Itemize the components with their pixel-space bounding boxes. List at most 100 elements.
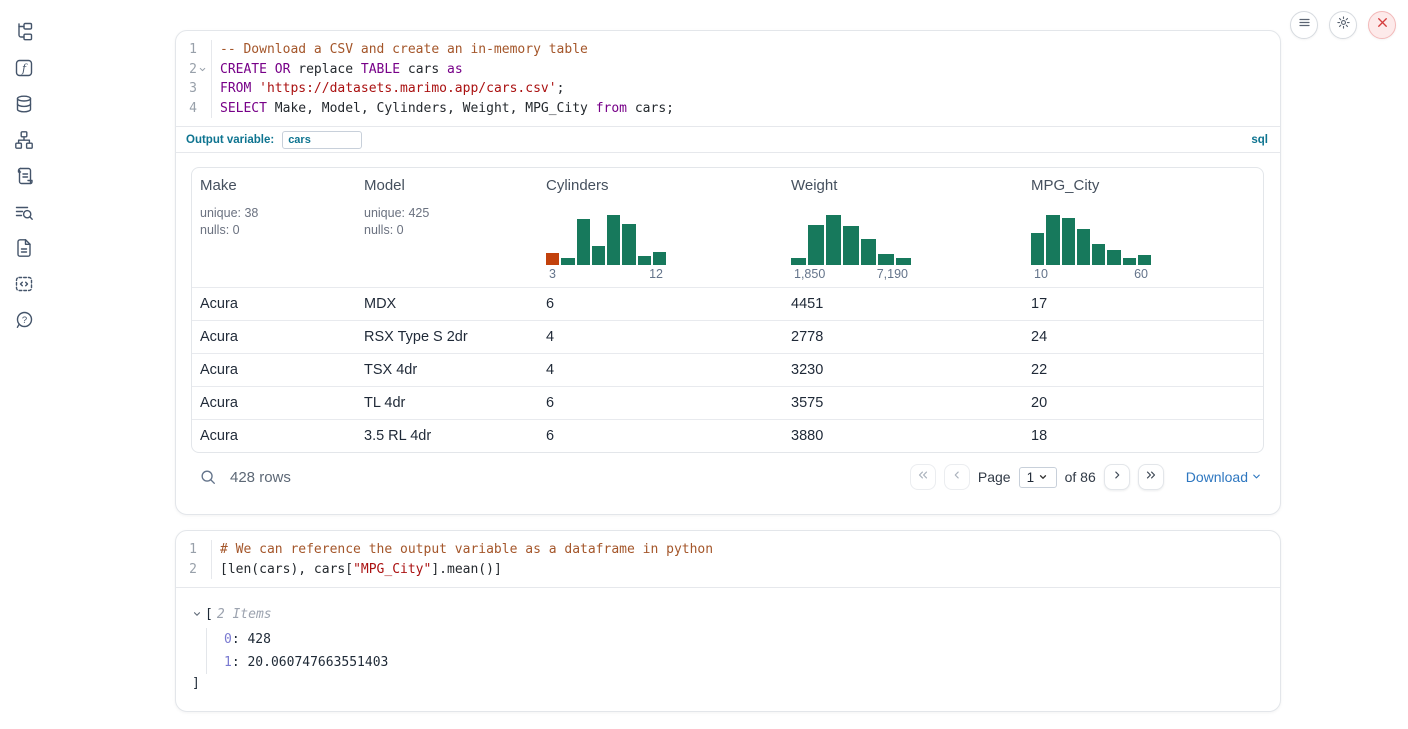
column-stats: unique: 38 nulls: 0 bbox=[200, 206, 259, 238]
table-row[interactable]: Acura 3.5 RL 4dr 6 3880 18 bbox=[192, 419, 1263, 452]
table-row[interactable]: Acura TL 4dr 6 3575 20 bbox=[192, 386, 1263, 419]
chevrons-left-icon bbox=[916, 468, 930, 487]
download-label: Download bbox=[1185, 469, 1248, 486]
first-page-button[interactable] bbox=[909, 464, 936, 491]
sql-output-area: Make unique: 38 nulls: 0 Model unique: 425 nu… bbox=[176, 153, 1280, 491]
tree-entry: 1: 20.060747663551403 bbox=[224, 655, 389, 671]
page-select-value: 1 bbox=[1026, 469, 1035, 485]
tree-entry: 0: 428 bbox=[224, 632, 271, 648]
table-cell: 6 bbox=[546, 296, 555, 313]
output-variable-input[interactable] bbox=[282, 130, 363, 149]
column-name: Make bbox=[200, 177, 237, 195]
svg-text:f: f bbox=[21, 62, 28, 75]
svg-text:?: ? bbox=[22, 315, 27, 326]
code-line: SELECT Make, Model, Cylinders, Weight, M… bbox=[220, 100, 674, 116]
column-header-model[interactable]: Model unique: 425 nulls: 0 bbox=[356, 168, 538, 287]
table-cell: 4 bbox=[546, 329, 555, 346]
page-total-label: of 86 bbox=[1064, 469, 1096, 486]
file-tree-icon[interactable] bbox=[14, 22, 34, 42]
sql-cell: 1 2 3 4 -- Download a CSV and create an in-… bbox=[175, 30, 1281, 515]
tree-close-bracket: ] bbox=[192, 676, 200, 692]
tree-collapse-chevron-icon[interactable] bbox=[192, 609, 202, 619]
table-cell: TL 4dr bbox=[364, 395, 406, 412]
document-icon[interactable] bbox=[14, 238, 34, 258]
log-search-icon[interactable] bbox=[14, 202, 34, 222]
line-number: 2 bbox=[189, 61, 197, 77]
function-square-icon[interactable]: f bbox=[14, 58, 34, 78]
table-row[interactable]: Acura TSX 4dr 4 3230 22 bbox=[192, 353, 1263, 386]
column-header-weight[interactable]: Weight 1,850 7,190 bbox=[783, 168, 1023, 287]
column-histogram bbox=[546, 215, 666, 266]
download-button[interactable]: Download bbox=[1186, 469, 1262, 485]
code-line: FROM 'https://datasets.marimo.app/cars.c… bbox=[220, 81, 565, 97]
table-cell: Acura bbox=[200, 296, 238, 313]
table-cell: MDX bbox=[364, 296, 397, 313]
table-cell: 22 bbox=[1031, 362, 1048, 379]
table-row[interactable]: Acura RSX Type S 2dr 4 2778 24 bbox=[192, 320, 1263, 353]
next-page-button[interactable] bbox=[1103, 464, 1130, 491]
pagination: Page 1 of 86 Download bbox=[909, 464, 1262, 491]
table-cell: 3575 bbox=[791, 395, 824, 412]
python-code-lines[interactable]: # We can reference the output variable a… bbox=[212, 540, 713, 579]
output-variable-label: Output variable: bbox=[186, 133, 275, 146]
table-cell: 3880 bbox=[791, 428, 824, 445]
search-icon[interactable] bbox=[199, 468, 217, 486]
histogram-range-labels: 1,850 7,190 bbox=[794, 267, 908, 282]
table-cell: Acura bbox=[200, 395, 238, 412]
table-cell: 20 bbox=[1031, 395, 1048, 412]
line-number: 3 bbox=[189, 81, 197, 97]
column-header-mpg_city[interactable]: MPG_City 10 60 bbox=[1023, 168, 1263, 287]
row-count: 428 rows bbox=[230, 468, 291, 486]
table-cell: Acura bbox=[200, 329, 238, 346]
table-cell: 17 bbox=[1031, 296, 1048, 313]
column-name: MPG_City bbox=[1031, 177, 1100, 195]
table-cell: TSX 4dr bbox=[364, 362, 418, 379]
page-select[interactable]: 1 bbox=[1018, 466, 1057, 488]
line-number: 4 bbox=[189, 100, 197, 116]
sql-code-lines[interactable]: -- Download a CSV and create an in-memor… bbox=[212, 40, 674, 118]
column-histogram bbox=[1031, 215, 1151, 266]
menu-button[interactable] bbox=[1290, 11, 1318, 39]
fold-chevron-icon[interactable] bbox=[198, 65, 207, 74]
snippets-icon[interactable] bbox=[14, 274, 34, 294]
column-name: Model bbox=[364, 177, 405, 195]
sql-code-editor[interactable]: 1 2 3 4 -- Download a CSV and create an in-… bbox=[176, 31, 1280, 126]
settings-button[interactable] bbox=[1329, 11, 1357, 39]
chevron-down-icon bbox=[1251, 469, 1262, 485]
dependency-graph-icon[interactable] bbox=[14, 130, 34, 150]
table-cell: 2778 bbox=[791, 329, 824, 346]
table-cell: 6 bbox=[546, 428, 555, 445]
help-icon[interactable]: ? bbox=[14, 310, 34, 330]
database-icon[interactable] bbox=[14, 94, 34, 114]
code-line: CREATE OR replace TABLE cars as bbox=[220, 61, 463, 77]
prev-page-button[interactable] bbox=[943, 464, 970, 491]
language-badge: sql bbox=[1251, 133, 1268, 146]
table-cell: 6 bbox=[546, 395, 555, 412]
close-icon bbox=[1375, 15, 1390, 35]
last-page-button[interactable] bbox=[1137, 464, 1164, 491]
column-histogram bbox=[791, 215, 911, 266]
chevrons-right-icon bbox=[1144, 468, 1158, 487]
column-header-make[interactable]: Make unique: 38 nulls: 0 bbox=[192, 168, 356, 287]
table-cell: 4451 bbox=[791, 296, 824, 313]
histogram-range-labels: 3 12 bbox=[549, 267, 663, 282]
line-number: 1 bbox=[189, 542, 197, 557]
sidebar: f? bbox=[0, 0, 48, 729]
table-cell: 4 bbox=[546, 362, 555, 379]
scroll-icon[interactable] bbox=[14, 166, 34, 186]
shutdown-button[interactable] bbox=[1368, 11, 1396, 39]
table-footer: 428 rows Page 1 of 86 bbox=[191, 453, 1264, 491]
python-output-tree: [ 2 Items 0: 428 1: 20.060747663551403 ] bbox=[176, 587, 1280, 694]
table-row[interactable]: Acura MDX 6 4451 17 bbox=[192, 287, 1263, 320]
column-header-cylinders[interactable]: Cylinders 3 12 bbox=[538, 168, 783, 287]
output-variable-row: Output variable: sql bbox=[176, 126, 1280, 154]
table-header: Make unique: 38 nulls: 0 Model unique: 425 nu… bbox=[192, 168, 1263, 287]
table-body: Acura MDX 6 4451 17 Acura RSX Type S 2dr 4 2778 2… bbox=[192, 287, 1263, 452]
gear-icon bbox=[1336, 15, 1351, 35]
tree-open-bracket: [ bbox=[205, 606, 213, 622]
table-cell: RSX Type S 2dr bbox=[364, 329, 468, 346]
code-line: [len(cars), cars["MPG_City"].mean()] bbox=[220, 561, 502, 577]
data-table: Make unique: 38 nulls: 0 Model unique: 425 nu… bbox=[191, 167, 1264, 454]
